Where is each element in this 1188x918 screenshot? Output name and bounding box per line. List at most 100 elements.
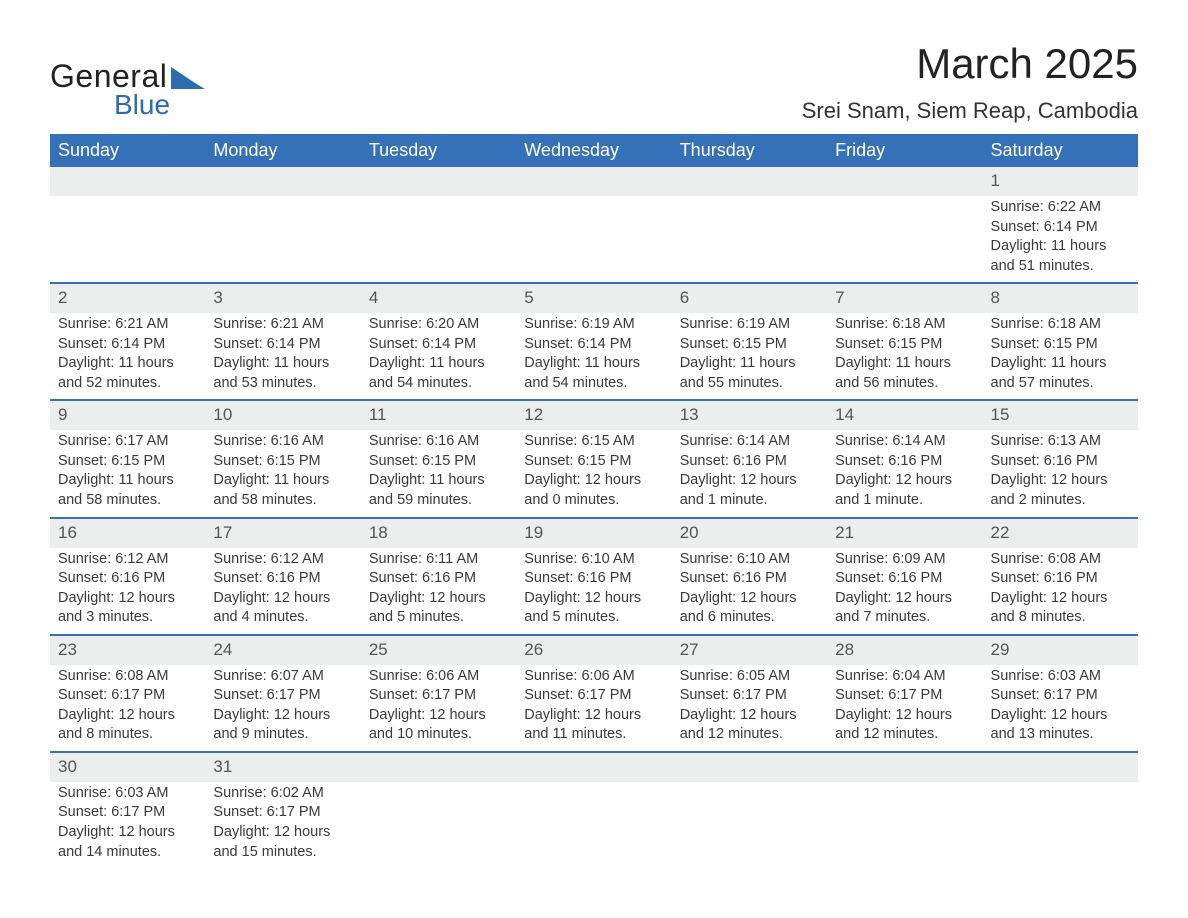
daylight2-text: and 10 minutes. <box>369 725 508 745</box>
sunrise-text: Sunrise: 6:12 AM <box>213 550 352 570</box>
sunrise-text: Sunrise: 6:10 AM <box>680 550 819 570</box>
daylight1-text <box>524 237 663 257</box>
daylight2-text: and 14 minutes. <box>58 843 197 863</box>
day-cell: Sunrise: 6:18 AMSunset: 6:15 PMDaylight:… <box>827 313 982 400</box>
daylight1-text: Daylight: 12 hours <box>991 471 1130 491</box>
daylight2-text <box>369 257 508 277</box>
day-number: 19 <box>516 518 671 548</box>
content-row: Sunrise: 6:22 AMSunset: 6:14 PMDaylight:… <box>50 196 1138 283</box>
daylight2-text <box>58 257 197 277</box>
sunrise-text: Sunrise: 6:21 AM <box>58 315 197 335</box>
day-cell <box>361 782 516 868</box>
daylight2-text: and 58 minutes. <box>213 491 352 511</box>
header-row: General Blue March 2025 Srei Snam, Siem … <box>50 40 1138 124</box>
day-number: 11 <box>361 400 516 430</box>
col-saturday: Saturday <box>983 134 1138 167</box>
day-cell: Sunrise: 6:07 AMSunset: 6:17 PMDaylight:… <box>205 665 360 752</box>
day-number <box>672 752 827 782</box>
day-cell: Sunrise: 6:21 AMSunset: 6:14 PMDaylight:… <box>50 313 205 400</box>
daylight1-text: Daylight: 11 hours <box>369 471 508 491</box>
sunset-text <box>835 803 974 823</box>
day-number: 29 <box>983 635 1138 665</box>
day-cell: Sunrise: 6:02 AMSunset: 6:17 PMDaylight:… <box>205 782 360 868</box>
page-subtitle: Srei Snam, Siem Reap, Cambodia <box>802 98 1138 124</box>
sunrise-text <box>680 784 819 804</box>
col-sunday: Sunday <box>50 134 205 167</box>
sunset-text: Sunset: 6:15 PM <box>58 452 197 472</box>
page-title: March 2025 <box>802 40 1138 88</box>
daylight2-text <box>369 843 508 863</box>
daylight2-text: and 12 minutes. <box>680 725 819 745</box>
sunset-text <box>524 218 663 238</box>
sunset-text <box>369 218 508 238</box>
sunset-text: Sunset: 6:16 PM <box>524 569 663 589</box>
day-cell: Sunrise: 6:10 AMSunset: 6:16 PMDaylight:… <box>672 548 827 635</box>
daylight1-text <box>835 823 974 843</box>
sunrise-text: Sunrise: 6:09 AM <box>835 550 974 570</box>
daylight2-text: and 5 minutes. <box>524 608 663 628</box>
day-cell: Sunrise: 6:12 AMSunset: 6:16 PMDaylight:… <box>205 548 360 635</box>
sunrise-text: Sunrise: 6:16 AM <box>369 432 508 452</box>
daylight2-text <box>835 843 974 863</box>
daylight1-text <box>213 237 352 257</box>
day-number <box>827 752 982 782</box>
sunrise-text: Sunrise: 6:06 AM <box>524 667 663 687</box>
sunset-text: Sunset: 6:16 PM <box>369 569 508 589</box>
sunrise-text: Sunrise: 6:05 AM <box>680 667 819 687</box>
daylight1-text <box>680 823 819 843</box>
daylight1-text: Daylight: 12 hours <box>680 706 819 726</box>
sunset-text: Sunset: 6:15 PM <box>213 452 352 472</box>
daylight2-text: and 9 minutes. <box>213 725 352 745</box>
day-cell <box>672 782 827 868</box>
daylight1-text: Daylight: 12 hours <box>58 706 197 726</box>
col-wednesday: Wednesday <box>516 134 671 167</box>
daylight2-text <box>213 257 352 277</box>
daylight1-text: Daylight: 12 hours <box>58 823 197 843</box>
daylight1-text: Daylight: 12 hours <box>835 471 974 491</box>
sunset-text: Sunset: 6:17 PM <box>991 686 1130 706</box>
sunrise-text: Sunrise: 6:08 AM <box>991 550 1130 570</box>
daylight2-text: and 8 minutes. <box>991 608 1130 628</box>
day-cell: Sunrise: 6:09 AMSunset: 6:16 PMDaylight:… <box>827 548 982 635</box>
sunset-text: Sunset: 6:17 PM <box>213 686 352 706</box>
sunrise-text: Sunrise: 6:04 AM <box>835 667 974 687</box>
day-cell <box>672 196 827 283</box>
brand-flag-icon <box>171 65 205 89</box>
sunset-text <box>680 218 819 238</box>
day-number <box>827 167 982 196</box>
sunset-text: Sunset: 6:17 PM <box>58 686 197 706</box>
day-cell: Sunrise: 6:16 AMSunset: 6:15 PMDaylight:… <box>361 430 516 517</box>
sunset-text: Sunset: 6:14 PM <box>213 335 352 355</box>
day-number <box>361 167 516 196</box>
daylight2-text: and 4 minutes. <box>213 608 352 628</box>
day-cell: Sunrise: 6:14 AMSunset: 6:16 PMDaylight:… <box>827 430 982 517</box>
sunrise-text: Sunrise: 6:19 AM <box>524 315 663 335</box>
daylight1-text <box>524 823 663 843</box>
sunrise-text: Sunrise: 6:14 AM <box>835 432 974 452</box>
day-cell: Sunrise: 6:08 AMSunset: 6:17 PMDaylight:… <box>50 665 205 752</box>
daylight2-text: and 8 minutes. <box>58 725 197 745</box>
daylight1-text <box>369 237 508 257</box>
daylight1-text: Daylight: 12 hours <box>835 706 974 726</box>
calendar-header-row: Sunday Monday Tuesday Wednesday Thursday… <box>50 134 1138 167</box>
daylight1-text <box>680 237 819 257</box>
content-row: Sunrise: 6:08 AMSunset: 6:17 PMDaylight:… <box>50 665 1138 752</box>
sunset-text: Sunset: 6:15 PM <box>835 335 974 355</box>
daylight1-text: Daylight: 11 hours <box>991 354 1130 374</box>
daylight2-text: and 0 minutes. <box>524 491 663 511</box>
sunrise-text <box>680 198 819 218</box>
day-number <box>516 167 671 196</box>
sunset-text: Sunset: 6:17 PM <box>835 686 974 706</box>
daylight1-text: Daylight: 11 hours <box>680 354 819 374</box>
daylight1-text: Daylight: 12 hours <box>213 823 352 843</box>
sunrise-text: Sunrise: 6:20 AM <box>369 315 508 335</box>
sunrise-text: Sunrise: 6:07 AM <box>213 667 352 687</box>
sunrise-text: Sunrise: 6:14 AM <box>680 432 819 452</box>
daylight2-text: and 59 minutes. <box>369 491 508 511</box>
day-number: 7 <box>827 283 982 313</box>
day-number <box>205 167 360 196</box>
sunset-text: Sunset: 6:16 PM <box>991 452 1130 472</box>
sunrise-text <box>524 198 663 218</box>
sunset-text: Sunset: 6:17 PM <box>680 686 819 706</box>
daynum-row: 23242526272829 <box>50 635 1138 665</box>
